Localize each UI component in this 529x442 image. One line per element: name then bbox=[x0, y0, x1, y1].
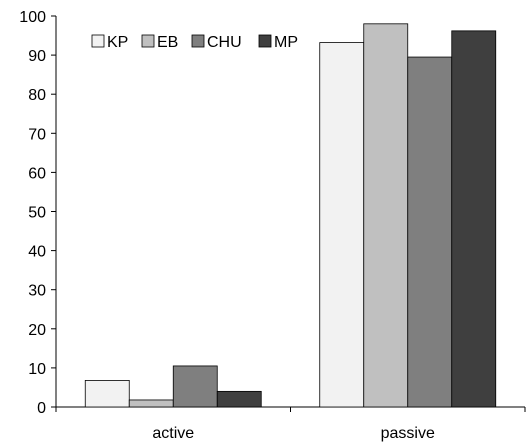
y-tick-label: 10 bbox=[28, 361, 46, 378]
bar-chu-passive bbox=[407, 56, 453, 408]
legend-label-chu: CHU bbox=[207, 34, 242, 51]
y-tick-label: 100 bbox=[19, 9, 46, 26]
bar-mp-passive bbox=[451, 30, 497, 408]
x-tick-label: active bbox=[152, 425, 194, 442]
y-tick-label: 70 bbox=[28, 126, 46, 143]
bar-eb-passive bbox=[363, 23, 409, 408]
legend-label-kp: KP bbox=[107, 34, 128, 51]
legend-swatch-mp bbox=[258, 34, 272, 48]
x-axis: active passive bbox=[55, 406, 526, 442]
y-tick-label: 30 bbox=[28, 283, 46, 300]
y-tick-label: 20 bbox=[28, 322, 46, 339]
legend-label-mp: MP bbox=[274, 34, 298, 51]
bar-mp-active bbox=[216, 390, 262, 408]
x-tick-label: passive bbox=[381, 425, 435, 442]
y-tick-label: 60 bbox=[28, 165, 46, 182]
legend-swatch-kp bbox=[91, 34, 105, 48]
y-axis: 0 10 20 30 40 50 60 70 80 90 100 bbox=[19, 9, 57, 417]
legend-label-eb: EB bbox=[157, 34, 178, 51]
legend-swatch-chu bbox=[191, 34, 205, 48]
legend: KP EB CHU MP bbox=[91, 34, 298, 51]
bar-kp-passive bbox=[319, 42, 365, 408]
y-tick-label: 0 bbox=[37, 400, 46, 417]
bar-eb-active bbox=[128, 399, 174, 408]
bar-chu-active bbox=[172, 365, 218, 408]
legend-swatch-eb bbox=[141, 34, 155, 48]
bar-kp-active bbox=[84, 380, 130, 408]
bars bbox=[84, 23, 497, 408]
y-tick-label: 90 bbox=[28, 48, 46, 65]
y-tick-label: 40 bbox=[28, 244, 46, 261]
y-tick-label: 50 bbox=[28, 205, 46, 222]
y-tick-label: 80 bbox=[28, 87, 46, 104]
